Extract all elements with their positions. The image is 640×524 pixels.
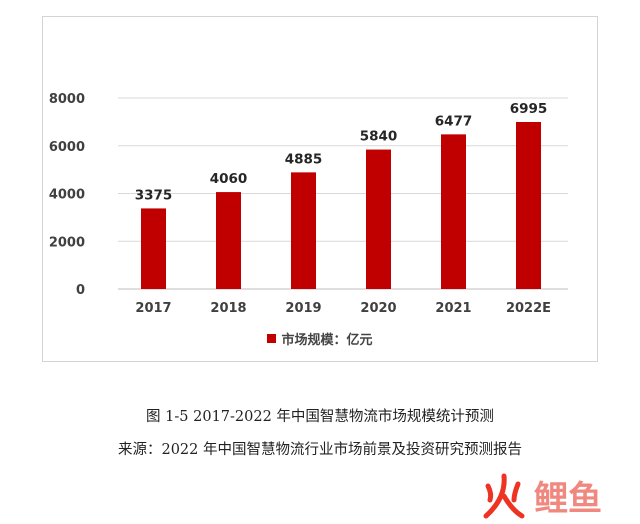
figure-caption: 图 1-5 2017-2022 年中国智慧物流市场规模统计预测 <box>146 409 494 425</box>
bar-chart: 0 2000 4000 6000 8000 3375 2017 4060 2018 4885 201… <box>49 92 568 316</box>
data-label: 4060 <box>210 171 248 187</box>
x-tick-label: 2018 <box>210 301 246 316</box>
y-tick-label: 0 <box>76 283 85 298</box>
data-label: 5840 <box>360 129 398 145</box>
legend-label: 市场规模：亿元 <box>281 333 373 348</box>
x-tick-label: 2021 <box>435 301 471 316</box>
y-tick-label: 8000 <box>49 92 85 107</box>
x-tick-label: 2019 <box>285 301 321 316</box>
bar <box>516 121 541 289</box>
fire-logo-icon <box>483 473 525 519</box>
x-tick-label: 2022E <box>506 301 551 316</box>
y-tick-label: 2000 <box>49 235 85 250</box>
legend-swatch <box>267 334 277 343</box>
y-tick-label: 6000 <box>49 140 85 155</box>
bar <box>366 149 391 289</box>
y-tick-label: 4000 <box>49 188 85 203</box>
bar <box>291 172 316 289</box>
x-tick-label: 2017 <box>135 301 171 316</box>
bar <box>141 208 166 289</box>
data-label: 4885 <box>285 151 323 167</box>
data-label: 6995 <box>510 101 548 117</box>
bar <box>441 134 466 289</box>
chart-frame: 0 2000 4000 6000 8000 3375 2017 4060 2018 4885 201… <box>42 16 598 362</box>
bar <box>216 192 241 289</box>
legend: 市场规模：亿元 <box>43 329 597 348</box>
data-label: 6477 <box>435 113 473 129</box>
x-tick-label: 2020 <box>360 301 396 316</box>
watermark-logo: 鲤鱼 <box>470 470 640 520</box>
source-caption: 来源：2022 年中国智慧物流行业市场前景及投资研究预测报告 <box>117 442 522 458</box>
watermark-text: 鲤鱼 <box>534 479 602 519</box>
data-label: 3375 <box>135 187 173 203</box>
